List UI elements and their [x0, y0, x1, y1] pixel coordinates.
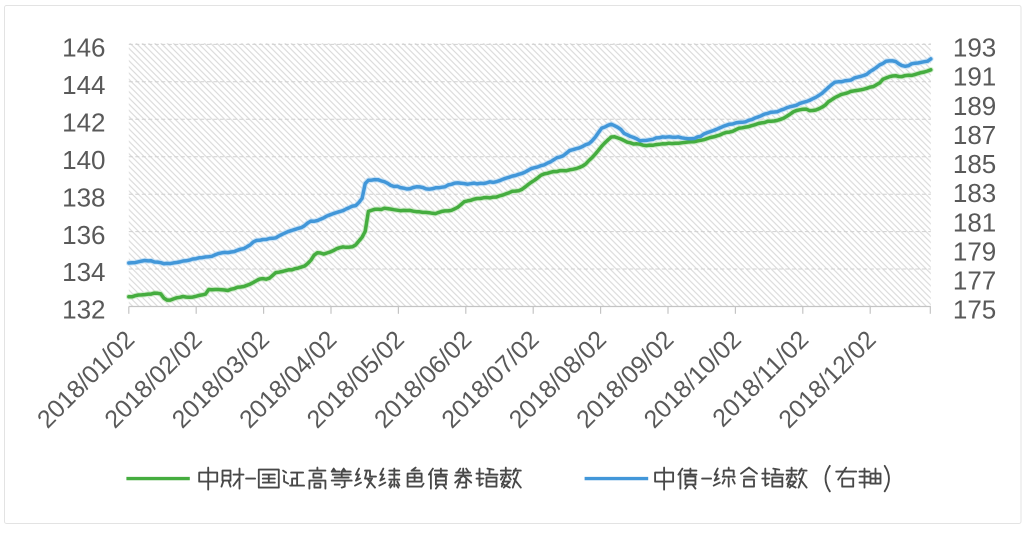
svg-text:144: 144: [62, 70, 105, 100]
svg-text:189: 189: [953, 91, 996, 121]
svg-text:136: 136: [62, 220, 105, 250]
svg-text:138: 138: [62, 182, 105, 212]
svg-text:187: 187: [953, 120, 996, 150]
svg-text:177: 177: [953, 266, 996, 296]
svg-text:179: 179: [953, 237, 996, 267]
svg-text:132: 132: [62, 295, 105, 325]
svg-text:175: 175: [953, 295, 996, 325]
svg-text:193: 193: [953, 33, 996, 63]
svg-text:181: 181: [953, 207, 996, 237]
svg-text:185: 185: [953, 149, 996, 179]
svg-text:146: 146: [62, 33, 105, 63]
svg-text:142: 142: [62, 108, 105, 138]
svg-text:191: 191: [953, 62, 996, 92]
svg-text:140: 140: [62, 145, 105, 175]
svg-text:183: 183: [953, 178, 996, 208]
svg-text:134: 134: [62, 257, 105, 287]
